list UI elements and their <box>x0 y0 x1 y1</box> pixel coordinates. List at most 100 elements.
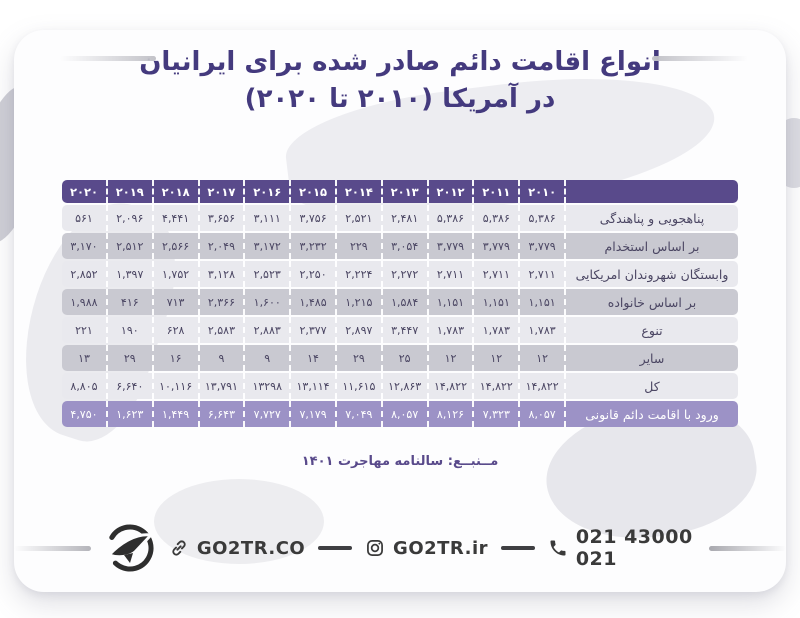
table-row: سایر ۱۲ ۱۲ ۱۲ ۲۵ ۲۹ ۱۴ ۹ ۹ ۱۶ ۲۹ ۱۳ <box>62 345 738 371</box>
table-row: ورود با اقامت دائم قانونی ۸,۰۵۷ ۷,۳۲۳ ۸,۱۲۶… <box>62 401 738 427</box>
value-cell: ۴,۷۵۰ <box>62 401 108 427</box>
year-header-cell: ۲۰۱۲ <box>428 180 475 203</box>
instagram-icon <box>365 538 385 558</box>
value-cell: ۸,۸۰۵ <box>62 373 108 399</box>
table-header-row: ۲۰۱۰ ۲۰۱۱ ۲۰۱۲ ۲۰۱۳ ۲۰۱۴ ۲۰۱۵ ۲۰۱۶ ۲۰۱۷ ۲۰۱۸ ۲۰۱۹… <box>62 180 738 203</box>
title-dash-left <box>60 56 156 61</box>
value-cell: ۲,۳۷۷ <box>291 317 337 343</box>
value-cell: ۹ <box>199 345 246 371</box>
table-row: تنوع ۱,۷۸۳ ۱,۷۸۳ ۱,۷۸۳ ۳,۴۴۷ ۲,۸۹۷ ۲,۳۷۷ ۲,۸۸۳ ۲… <box>62 317 738 343</box>
value-cell: ۱,۲۱۵ <box>336 289 383 315</box>
year-header-cell: ۲۰۱۸ <box>153 180 200 203</box>
value-cell: ۸,۰۵۷ <box>520 401 566 427</box>
value-cell: ۱,۷۸۳ <box>474 317 521 343</box>
year-header-cell: ۲۰۱۷ <box>199 180 246 203</box>
value-cell: ۲,۸۹۷ <box>336 317 383 343</box>
phone-item: 021 43000 021 <box>548 526 696 570</box>
value-cell: ۳,۴۴۷ <box>382 317 429 343</box>
value-cell: ۱۲ <box>520 345 566 371</box>
value-cell: ۳,۷۵۶ <box>291 205 337 231</box>
instagram-label: GO2TR.ir <box>393 537 489 559</box>
value-cell: ۵,۳۸۶ <box>520 205 566 231</box>
row-label: کل <box>566 373 738 399</box>
value-cell: ۲,۵۶۶ <box>153 233 200 259</box>
value-cell: ۱,۴۴۹ <box>153 401 200 427</box>
infographic-card: انواع اقامت دائم صادر شده برای ایرانیان … <box>14 30 786 592</box>
value-cell: ۴۱۶ <box>107 289 154 315</box>
value-cell: ۲,۰۹۶ <box>107 205 154 231</box>
value-cell: ۲,۷۱۱ <box>520 261 566 287</box>
year-header-cell: ۲۰۲۰ <box>62 180 108 203</box>
value-cell: ۱,۱۵۱ <box>474 289 521 315</box>
value-cell: ۲,۵۲۳ <box>245 261 292 287</box>
value-cell: ۳,۱۱۱ <box>245 205 292 231</box>
footer-dash-left <box>14 545 91 551</box>
value-cell: ۱۹۰ <box>107 317 154 343</box>
row-label: پناهجویی و پناهندگی <box>566 205 738 231</box>
row-label: تنوع <box>566 317 738 343</box>
value-cell: ۶۲۸ <box>153 317 200 343</box>
value-cell: ۳,۰۵۴ <box>382 233 429 259</box>
value-cell: ۵,۳۸۶ <box>474 205 521 231</box>
value-cell: ۸,۰۵۷ <box>382 401 429 427</box>
table-row: بر اساس خانواده ۱,۱۵۱ ۱,۱۵۱ ۱,۱۵۱ ۱,۵۸۴ ۱,۲۱۵… <box>62 289 738 315</box>
footer-separator <box>318 546 353 550</box>
title-line-2: در آمریکا (۲۰۱۰ تا ۲۰۲۰) <box>244 83 556 114</box>
value-cell: ۷,۰۴۹ <box>336 401 383 427</box>
row-label: بر اساس خانواده <box>566 289 738 315</box>
footer-dash-right <box>709 545 786 551</box>
value-cell: ۲,۵۲۱ <box>336 205 383 231</box>
value-cell: ۲,۷۱۱ <box>428 261 475 287</box>
value-cell: ۲۲۹ <box>336 233 383 259</box>
value-cell: ۱,۷۸۳ <box>520 317 566 343</box>
value-cell: ۱۳۲۹۸ <box>245 373 292 399</box>
value-cell: ۳,۱۲۸ <box>199 261 246 287</box>
value-cell: ۱,۶۰۰ <box>245 289 292 315</box>
value-cell: ۸,۱۲۶ <box>428 401 475 427</box>
value-cell: ۲,۴۸۱ <box>382 205 429 231</box>
year-header-cell: ۲۰۱۶ <box>245 180 292 203</box>
go2tr-logo <box>104 522 156 574</box>
row-label: وابستگان شهروندان امریکایی <box>566 261 738 287</box>
title-line-1: انواع اقامت دائم صادر شده برای ایرانیان <box>139 47 661 77</box>
row-label: سایر <box>566 345 738 371</box>
year-header-cell: ۲۰۱۴ <box>336 180 383 203</box>
value-cell: ۳,۷۷۹ <box>520 233 566 259</box>
table-row: وابستگان شهروندان امریکایی ۲,۷۱۱ ۲,۷۱۱ ۲,۷۱… <box>62 261 738 287</box>
value-cell: ۱,۵۸۴ <box>382 289 429 315</box>
value-cell: ۱۶ <box>153 345 200 371</box>
value-cell: ۱۴,۸۲۲ <box>428 373 475 399</box>
world-map-watermark <box>154 479 324 564</box>
value-cell: ۲۵ <box>382 345 429 371</box>
value-cell: ۲۹ <box>336 345 383 371</box>
value-cell: ۳,۷۷۹ <box>428 233 475 259</box>
page-title: انواع اقامت دائم صادر شده برای ایرانیان … <box>14 30 786 118</box>
value-cell: ۱,۴۸۵ <box>291 289 337 315</box>
value-cell: ۱۴ <box>291 345 337 371</box>
table-row: بر اساس استخدام ۳,۷۷۹ ۳,۷۷۹ ۳,۷۷۹ ۳,۰۵۴ ۲۲۹ ۳,… <box>62 233 738 259</box>
year-header-cell: ۲۰۱۵ <box>291 180 337 203</box>
value-cell: ۳,۲۳۲ <box>291 233 337 259</box>
title-dash-right <box>652 56 748 61</box>
value-cell: ۲,۵۱۲ <box>107 233 154 259</box>
footer-bar: GO2TR.CO GO2TR.ir <box>14 520 786 576</box>
value-cell: ۲,۳۶۶ <box>199 289 246 315</box>
value-cell: ۳,۱۷۰ <box>62 233 108 259</box>
value-cell: ۲,۵۸۳ <box>199 317 246 343</box>
value-cell: ۱۳,۱۱۴ <box>291 373 337 399</box>
value-cell: ۷,۱۷۹ <box>291 401 337 427</box>
value-cell: ۱۳,۷۹۱ <box>199 373 246 399</box>
value-cell: ۲,۸۵۲ <box>62 261 108 287</box>
value-cell: ۱۲,۸۶۳ <box>382 373 429 399</box>
value-cell: ۲,۷۱۱ <box>474 261 521 287</box>
website-item: GO2TR.CO <box>169 538 305 559</box>
value-cell: ۱۰,۱۱۶ <box>153 373 200 399</box>
footer-separator <box>501 546 535 550</box>
value-cell: ۷,۷۲۷ <box>245 401 292 427</box>
value-cell: ۲,۰۴۹ <box>199 233 246 259</box>
row-label: ورود با اقامت دائم قانونی <box>566 401 738 427</box>
value-cell: ۷,۳۲۳ <box>474 401 521 427</box>
value-cell: ۱۴,۸۲۲ <box>474 373 521 399</box>
value-cell: ۱,۱۵۱ <box>520 289 566 315</box>
year-header-cell: ۲۰۱۱ <box>474 180 521 203</box>
